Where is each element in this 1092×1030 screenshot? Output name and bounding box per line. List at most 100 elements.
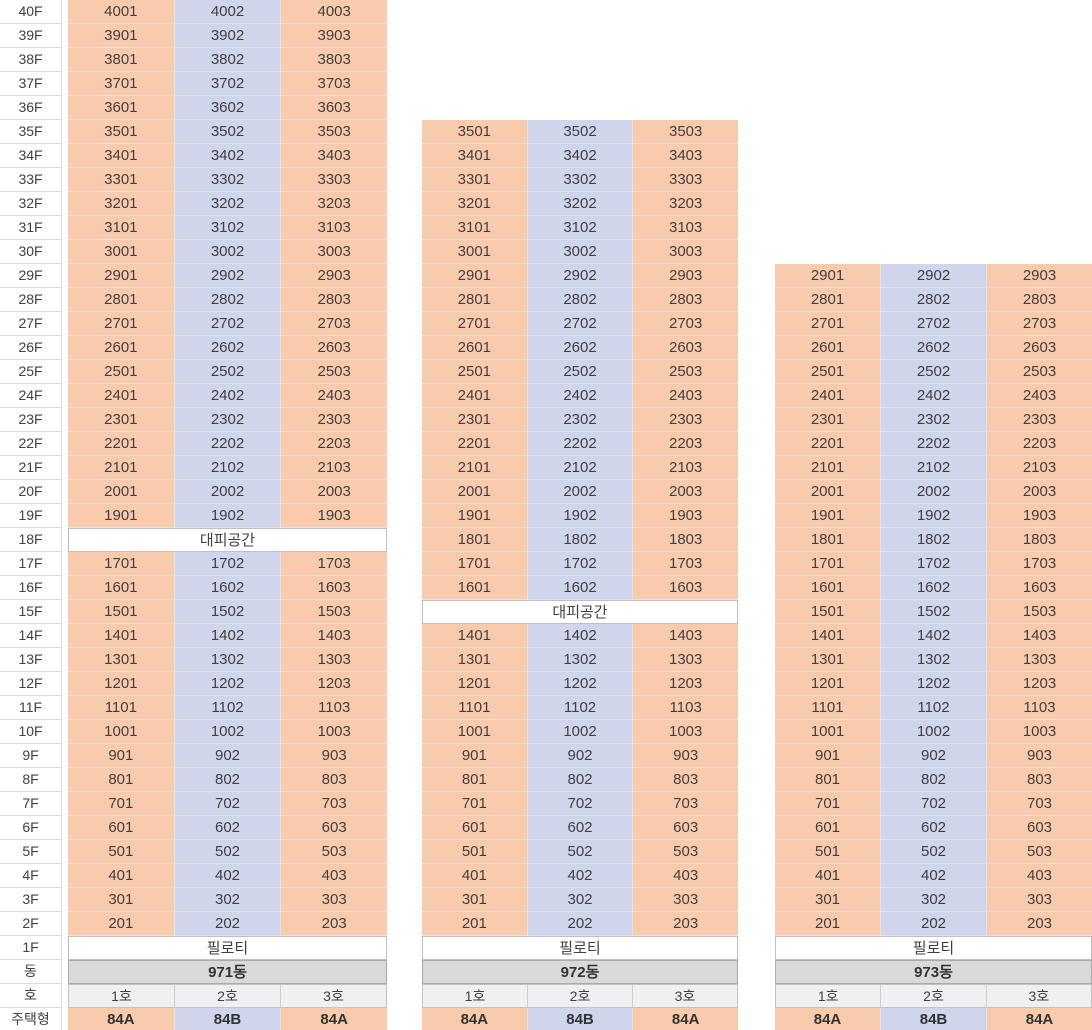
unit-cell: 1002: [881, 720, 987, 744]
table-row: 2601 2602 2603: [68, 336, 388, 360]
table-row: 2501 2502 2503: [422, 360, 739, 384]
table-row: 901 902 903: [422, 744, 739, 768]
unit-cell: 703: [633, 792, 739, 816]
unit-cell: 3202: [174, 192, 282, 216]
unit-cell: 3302: [527, 168, 634, 192]
unit-cell: 2501: [775, 360, 881, 384]
table-row: 2001 2002 2003: [775, 480, 1092, 504]
unit-cell: 3801: [68, 48, 175, 72]
unit-cell: 2503: [281, 360, 388, 384]
table-row: 972동: [422, 960, 738, 984]
unit-cell: 201: [68, 912, 175, 936]
unit-cell: 3602: [174, 96, 282, 120]
unit-cell: 3402: [174, 144, 282, 168]
unit-cell: 3402: [527, 144, 634, 168]
unit-cell: 1401: [68, 624, 175, 648]
table-row: 301 302 303: [68, 888, 388, 912]
unit-cell: 3702: [174, 72, 282, 96]
unit-cell: 1202: [527, 672, 634, 696]
table-row: 2501 2502 2503: [68, 360, 388, 384]
unit-cell: 3802: [174, 48, 282, 72]
unit-cell: 1603: [281, 576, 388, 600]
unit-cell: 602: [881, 816, 987, 840]
table-row: 3401 3402 3403: [68, 144, 388, 168]
unit-cell: 1002: [174, 720, 282, 744]
table-row: 801 802 803: [775, 768, 1092, 792]
unit-cell: 3103: [633, 216, 739, 240]
table-row: 84A 84B 84A: [775, 1008, 1092, 1030]
unit-cell: 901: [775, 744, 881, 768]
table-row: 3701 3702 3703: [68, 72, 388, 96]
unit-cell: 802: [174, 768, 282, 792]
unit-cell: 2401: [422, 384, 528, 408]
table-row: 701 702 703: [68, 792, 388, 816]
unit-cell: 2001: [68, 480, 175, 504]
floor-label: 30F: [0, 240, 61, 264]
unit-cell: 303: [987, 888, 1092, 912]
table-row: 1001 1002 1003: [422, 720, 739, 744]
unit-cell: 202: [174, 912, 282, 936]
table-row: 3001 3002 3003: [422, 240, 739, 264]
floor-label: 35F: [0, 120, 61, 144]
table-row: 1901 1902 1903: [775, 504, 1092, 528]
unit-cell: 2801: [422, 288, 528, 312]
table-row: 3201 3202 3203: [422, 192, 739, 216]
floor-label: 12F: [0, 672, 61, 696]
unit-cell: 2601: [422, 336, 528, 360]
unit-cell: 2501: [68, 360, 175, 384]
unit-cell: 1203: [987, 672, 1092, 696]
unit-cell: 1602: [174, 576, 282, 600]
unit-cell: 1903: [633, 504, 739, 528]
unit-cell: 1801: [775, 528, 881, 552]
unit-cell: 903: [987, 744, 1092, 768]
unit-cell: 3603: [281, 96, 388, 120]
unit-cell: 702: [174, 792, 282, 816]
table-row: 2301 2302 2303: [422, 408, 739, 432]
unit-cell: 301: [422, 888, 528, 912]
floor-label: 10F: [0, 720, 61, 744]
refuge-cell: 대피공간: [422, 600, 738, 624]
unit-cell: 2101: [775, 456, 881, 480]
table-row: 701 702 703: [775, 792, 1092, 816]
unit-cell: 2801: [68, 288, 175, 312]
unit-cell: 603: [987, 816, 1092, 840]
unit-cell: 1302: [881, 648, 987, 672]
unit-cell: 301: [775, 888, 881, 912]
unit-cell: 2202: [527, 432, 634, 456]
unit-cell: 2301: [775, 408, 881, 432]
unit-cell: 801: [775, 768, 881, 792]
unit-cell: 2602: [881, 336, 987, 360]
table-row: 1701 1702 1703: [422, 552, 739, 576]
table-row: 2101 2102 2103: [775, 456, 1092, 480]
unit-type: 84B: [174, 1008, 282, 1030]
unit-cell: 803: [633, 768, 739, 792]
unit-cell: 1703: [987, 552, 1092, 576]
unit-column-header: 1호: [775, 984, 882, 1008]
unit-cell: 1703: [633, 552, 739, 576]
unit-cell: 2803: [633, 288, 739, 312]
unit-cell: 503: [633, 840, 739, 864]
unit-cell: 2403: [281, 384, 388, 408]
table-row: 84A 84B 84A: [422, 1008, 739, 1030]
floor-label: 37F: [0, 72, 61, 96]
floor-label: 34F: [0, 144, 61, 168]
table-row: 3501 3502 3503: [422, 120, 739, 144]
unit-cell: 3501: [422, 120, 528, 144]
table-row: 201 202 203: [68, 912, 388, 936]
floor-label: 19F: [0, 504, 61, 528]
unit-cell: 1801: [422, 528, 528, 552]
table-row: 401 402 403: [68, 864, 388, 888]
table-row: 대피공간: [68, 528, 387, 552]
unit-cell: 501: [775, 840, 881, 864]
table-row: 필로티: [422, 936, 738, 960]
unit-cell: 1103: [987, 696, 1092, 720]
unit-cell: 3401: [422, 144, 528, 168]
unit-cell: 501: [68, 840, 175, 864]
unit-cell: 703: [281, 792, 388, 816]
unit-cell: 701: [775, 792, 881, 816]
unit-cell: 1703: [281, 552, 388, 576]
unit-cell: 402: [881, 864, 987, 888]
unit-cell: 2901: [68, 264, 175, 288]
unit-cell: 2102: [881, 456, 987, 480]
unit-cell: 2003: [281, 480, 388, 504]
